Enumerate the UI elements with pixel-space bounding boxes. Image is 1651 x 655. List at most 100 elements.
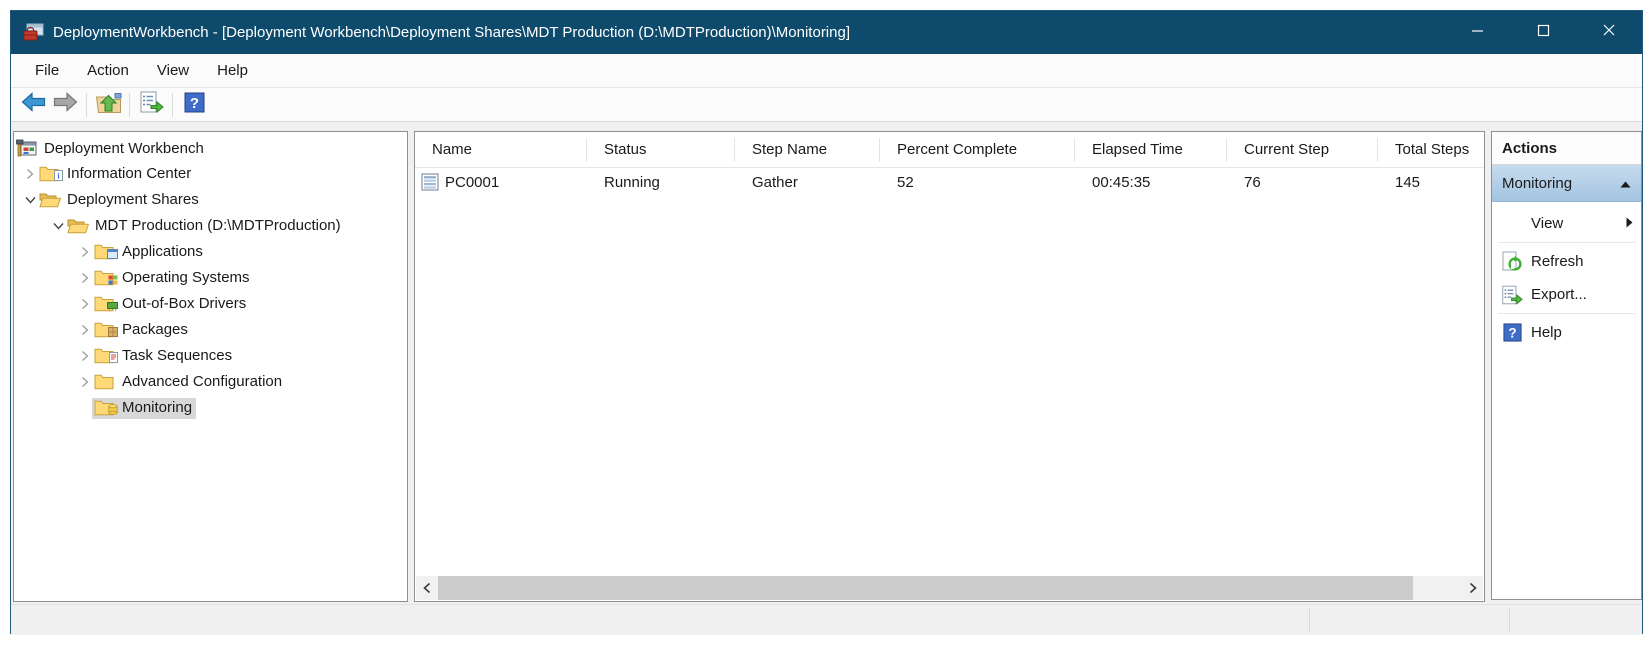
action-label: Export... xyxy=(1531,286,1587,303)
cell-name: PC0001 xyxy=(445,173,500,191)
console-root-icon xyxy=(16,139,38,157)
column-header-current-step[interactable]: Current Step xyxy=(1227,137,1378,162)
folder-information-icon: i xyxy=(39,165,63,183)
folder-open-icon xyxy=(67,217,89,235)
tree-item-advanced-configuration[interactable]: Advanced Configuration xyxy=(16,369,407,395)
scroll-right-button[interactable] xyxy=(1462,576,1483,600)
tree-item-out-of-box-drivers[interactable]: Out-of-Box Drivers xyxy=(16,291,407,317)
chevron-right-icon[interactable] xyxy=(78,350,92,362)
folder-monitoring-icon xyxy=(94,399,118,417)
chevron-up-icon xyxy=(1620,175,1631,192)
minimize-button[interactable] xyxy=(1444,11,1510,54)
menu-bar: File Action View Help xyxy=(11,54,1642,88)
tree-item-mdt-production[interactable]: MDT Production (D:\MDTProduction) xyxy=(16,213,407,239)
svg-text:i: i xyxy=(57,171,60,180)
column-header-percent-complete[interactable]: Percent Complete xyxy=(880,137,1075,162)
column-header-name[interactable]: Name xyxy=(415,137,587,162)
back-button[interactable] xyxy=(17,91,49,119)
main-area: Deployment Workbench i xyxy=(11,122,1642,604)
toolbar-separator xyxy=(129,92,130,117)
maximize-button[interactable] xyxy=(1510,11,1576,54)
action-label: View xyxy=(1531,215,1564,232)
help-button[interactable]: ? xyxy=(178,91,210,119)
menu-file[interactable]: File xyxy=(35,62,60,79)
status-bar xyxy=(11,604,1642,635)
folder-task-sequences-icon xyxy=(94,347,118,365)
tree-item-monitoring[interactable]: Monitoring xyxy=(16,395,407,421)
list-header: Name Status Step Name Percent Complete E… xyxy=(415,132,1484,168)
menu-help[interactable]: Help xyxy=(217,62,248,79)
svg-text:?: ? xyxy=(1508,325,1516,340)
close-icon xyxy=(1602,23,1616,42)
up-one-level-icon xyxy=(95,90,122,119)
column-header-status[interactable]: Status xyxy=(587,137,735,162)
forward-arrow-icon xyxy=(53,92,78,117)
forward-button[interactable] xyxy=(49,91,81,119)
tree-item-label: Information Center xyxy=(67,165,192,182)
folder-open-icon xyxy=(39,191,61,209)
tree-item-label: Monitoring xyxy=(122,399,193,416)
folder-icon xyxy=(94,373,116,391)
computer-list-icon xyxy=(421,173,439,191)
tree-item-label: Packages xyxy=(122,321,188,338)
cell-current-step: 76 xyxy=(1244,173,1261,191)
tree-item-operating-systems[interactable]: Operating Systems xyxy=(16,265,407,291)
up-one-level-button[interactable] xyxy=(92,91,124,119)
menu-action[interactable]: Action xyxy=(87,62,129,79)
submenu-arrow-icon xyxy=(1626,215,1633,232)
status-divider xyxy=(1509,608,1510,632)
chevron-right-icon[interactable] xyxy=(23,168,37,180)
chevron-right-icon[interactable] xyxy=(78,272,92,284)
chevron-right-icon[interactable] xyxy=(78,324,92,336)
folder-applications-icon xyxy=(94,243,118,261)
column-header-elapsed-time[interactable]: Elapsed Time xyxy=(1075,137,1227,162)
tree-item-applications[interactable]: Applications xyxy=(16,239,407,265)
chevron-right-icon[interactable] xyxy=(78,376,92,388)
tree-item-label: Out-of-Box Drivers xyxy=(122,295,247,312)
actions-separator xyxy=(1498,242,1635,243)
toolbar-separator xyxy=(86,92,87,117)
tree-item-deployment-workbench[interactable]: Deployment Workbench xyxy=(16,135,407,161)
help-icon: ? xyxy=(184,92,205,118)
tree-item-label: Deployment Workbench xyxy=(44,139,204,157)
tree-item-label: MDT Production (D:\MDTProduction) xyxy=(95,217,341,234)
horizontal-scrollbar[interactable] xyxy=(416,576,1483,600)
cell-total-steps: 145 xyxy=(1395,173,1421,191)
help-icon: ? xyxy=(1501,323,1523,342)
tree-item-label: Deployment Shares xyxy=(67,191,199,208)
actions-group-monitoring[interactable]: Monitoring xyxy=(1492,165,1641,202)
status-divider xyxy=(1309,608,1310,632)
svg-text:?: ? xyxy=(189,95,198,112)
folder-operating-systems-icon xyxy=(94,269,118,287)
chevron-down-icon[interactable] xyxy=(23,196,37,204)
menu-view[interactable]: View xyxy=(156,62,190,79)
export-list-button[interactable] xyxy=(135,91,167,119)
tree-item-label: Advanced Configuration xyxy=(122,373,283,390)
tree-item-deployment-shares[interactable]: Deployment Shares xyxy=(16,187,407,213)
chevron-right-icon[interactable] xyxy=(78,246,92,258)
scroll-left-button[interactable] xyxy=(416,576,437,600)
tree-item-task-sequences[interactable]: Task Sequences xyxy=(16,343,407,369)
tree-item-label: Operating Systems xyxy=(122,269,250,286)
column-header-step-name[interactable]: Step Name xyxy=(735,137,880,162)
tree-item-label: Task Sequences xyxy=(122,347,233,364)
action-view[interactable]: View xyxy=(1492,207,1641,240)
action-refresh[interactable]: Refresh xyxy=(1492,245,1641,278)
chevron-right-icon[interactable] xyxy=(78,298,92,310)
title-bar: DeploymentWorkbench - [Deployment Workbe… xyxy=(11,11,1642,54)
tree-item-information-center[interactable]: i Information Center xyxy=(16,161,407,187)
chevron-down-icon[interactable] xyxy=(51,222,65,230)
actions-separator xyxy=(1498,313,1635,314)
tree-pane: Deployment Workbench i xyxy=(13,131,408,602)
scrollbar-thumb[interactable] xyxy=(438,576,1413,600)
column-header-total-steps[interactable]: Total Steps xyxy=(1395,141,1470,158)
close-button[interactable] xyxy=(1576,11,1642,54)
tree-item-packages[interactable]: Packages xyxy=(16,317,407,343)
table-row[interactable]: PC0001 Running Gather 52 00:45:35 76 145 xyxy=(415,168,1484,196)
window-title: DeploymentWorkbench - [Deployment Workbe… xyxy=(53,24,850,41)
action-export[interactable]: Export... xyxy=(1492,278,1641,311)
action-help[interactable]: ? Help xyxy=(1492,316,1641,349)
scroll-left-icon xyxy=(422,582,430,594)
export-icon xyxy=(1501,285,1523,305)
